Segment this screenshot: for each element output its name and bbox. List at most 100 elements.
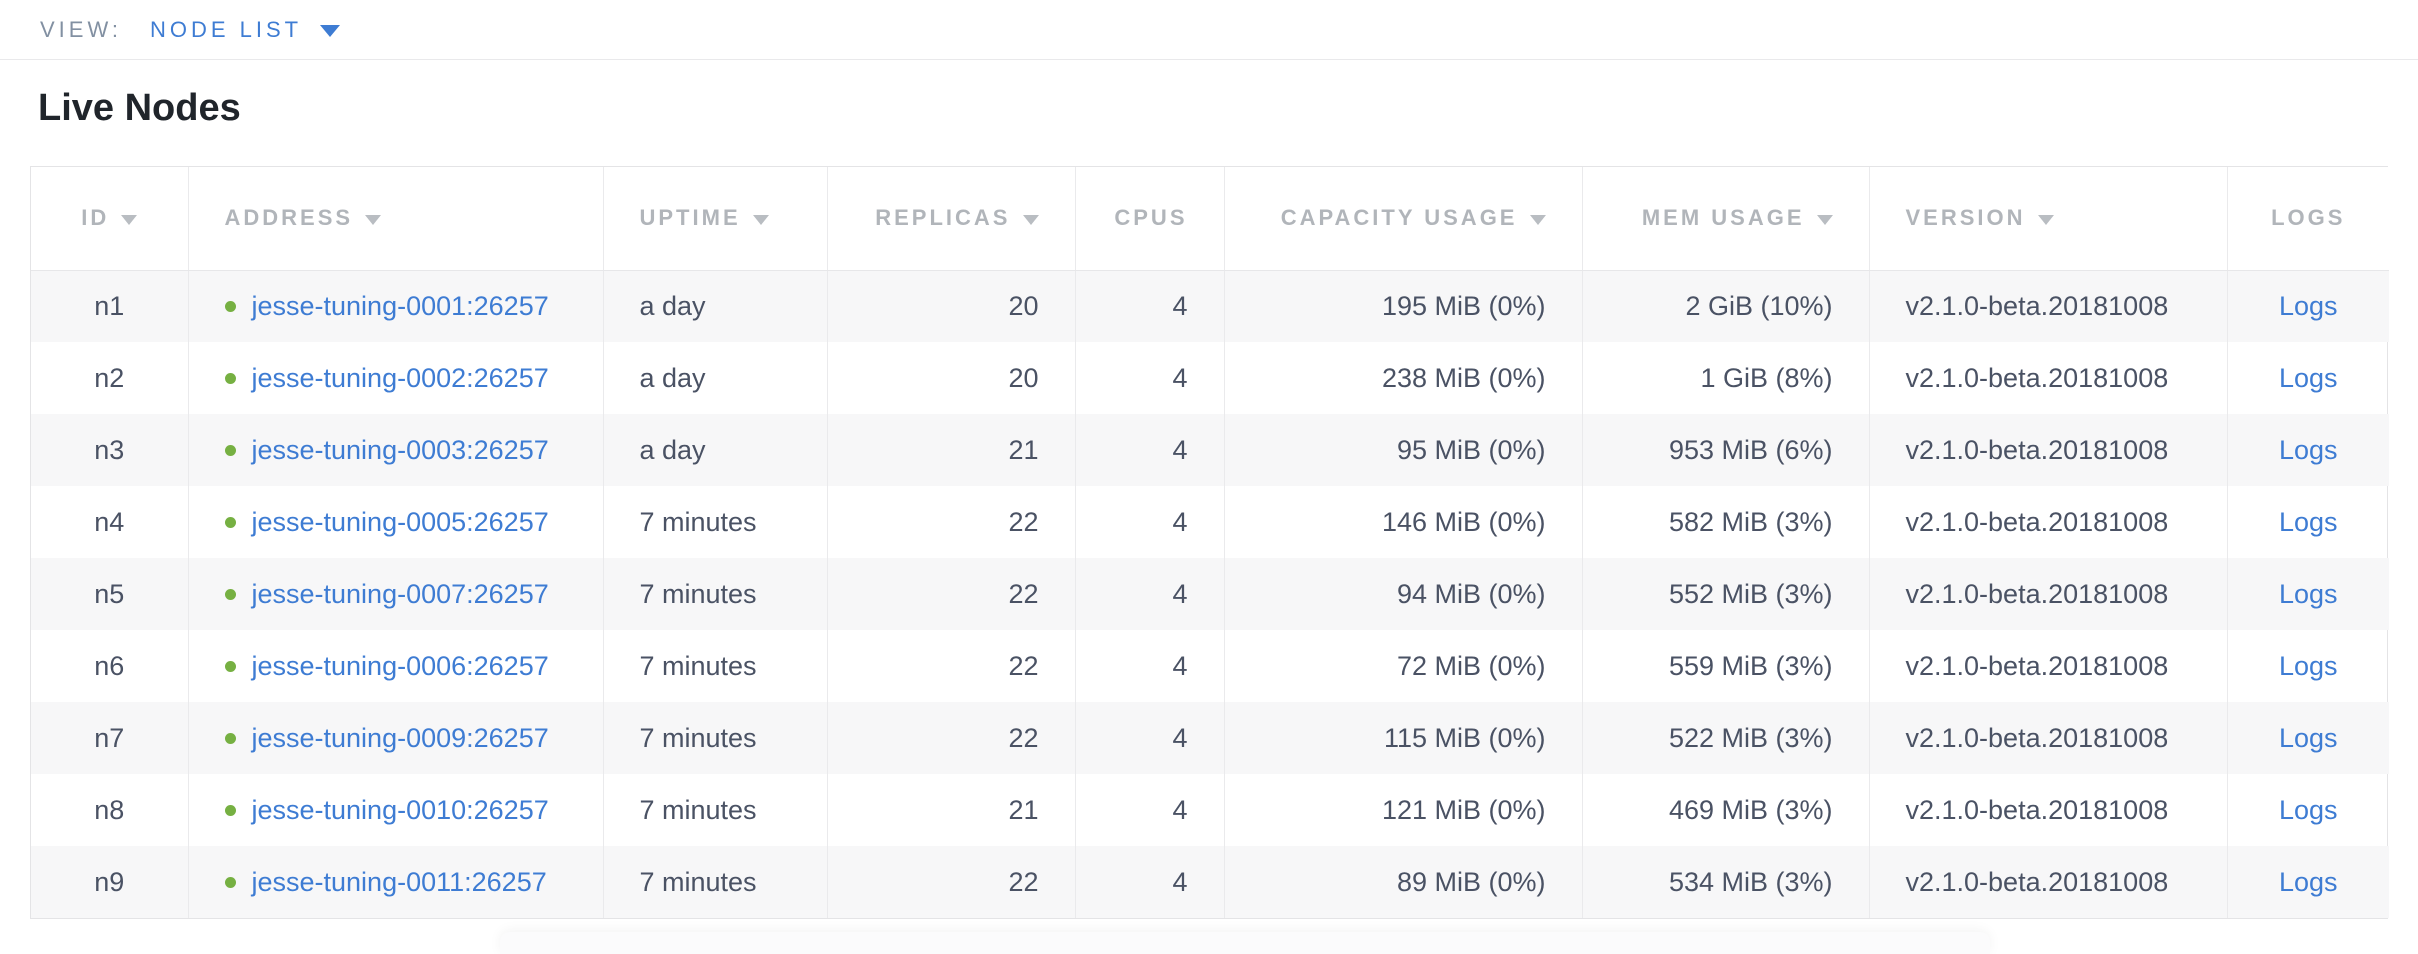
cpus-cell: 4 [1075, 846, 1225, 918]
table-body: n1 jesse-tuning-0001:26257 a day 20 4 195 MiB… [31, 270, 2389, 918]
version-cell: v2.1.0-beta.20181008 [1869, 774, 2228, 846]
logs-link[interactable]: Logs [2278, 722, 2338, 753]
node-row-n2: n2 jesse-tuning-0002:26257 a day 20 4 238 MiB… [31, 342, 2389, 414]
replicas-cell: 21 [827, 774, 1076, 846]
logs-link[interactable]: Logs [2278, 578, 2338, 609]
id-cell: n8 [31, 774, 189, 846]
column-header-cpus: CPUS [1075, 167, 1225, 271]
cpus-cell: 4 [1075, 486, 1225, 558]
node-address-link[interactable]: jesse-tuning-0009:26257 [251, 722, 549, 753]
id-cell: n9 [31, 846, 189, 918]
logs-link[interactable]: Logs [2278, 434, 2338, 465]
node-address-link[interactable]: jesse-tuning-0011:26257 [251, 866, 547, 897]
mem-cell: 534 MiB (3%) [1582, 846, 1870, 918]
sort-arrow-icon [1529, 215, 1546, 226]
version-cell: v2.1.0-beta.20181008 [1869, 630, 2228, 702]
live-nodes-table: ID ADDRESS UPTIME REPLICAS CPUS CAPACITY USAG… [30, 166, 2389, 919]
replicas-cell: 22 [827, 558, 1076, 630]
column-header-mem[interactable]: MEM USAGE [1582, 167, 1870, 271]
uptime-cell: 7 minutes [603, 486, 828, 558]
cpus-cell: 4 [1075, 342, 1225, 414]
node-row-n6: n6 jesse-tuning-0006:26257 7 minutes 22 4 72 … [31, 630, 2389, 702]
table-header: ID ADDRESS UPTIME REPLICAS CPUS CAPACITY USAG… [31, 167, 2389, 271]
node-address-cell: jesse-tuning-0006:26257 [188, 630, 604, 702]
logs-cell: Logs [2227, 558, 2389, 630]
node-address-link[interactable]: jesse-tuning-0003:26257 [251, 434, 549, 465]
column-header-logs: LOGS [2227, 167, 2389, 271]
node-row-n9: n9 jesse-tuning-0011:26257 7 minutes 22 4 89 … [31, 846, 2389, 918]
logs-link[interactable]: Logs [2278, 290, 2338, 321]
column-header-id[interactable]: ID [31, 167, 189, 271]
uptime-cell: 7 minutes [603, 558, 828, 630]
node-address-link[interactable]: jesse-tuning-0007:26257 [251, 578, 549, 609]
id-cell: n5 [31, 558, 189, 630]
node-row-n8: n8 jesse-tuning-0010:26257 7 minutes 21 4 121… [31, 774, 2389, 846]
sort-arrow-icon [2037, 215, 2054, 226]
logs-link[interactable]: Logs [2278, 866, 2338, 897]
node-address-link[interactable]: jesse-tuning-0010:26257 [251, 794, 549, 825]
node-address-link[interactable]: jesse-tuning-0002:26257 [251, 362, 549, 393]
column-header-version[interactable]: VERSION [1869, 167, 2228, 271]
node-status-live-dot-icon [224, 516, 236, 528]
column-header-label: ID [81, 205, 110, 231]
capacity-cell: 95 MiB (0%) [1224, 414, 1583, 486]
logs-link[interactable]: Logs [2278, 362, 2338, 393]
view-dropdown-value: NODE LIST [149, 16, 303, 42]
version-cell: v2.1.0-beta.20181008 [1869, 846, 2228, 918]
table-header-row: ID ADDRESS UPTIME REPLICAS CPUS CAPACITY USAG… [31, 167, 2389, 271]
node-row-n4: n4 jesse-tuning-0005:26257 7 minutes 22 4 146… [31, 486, 2389, 558]
capacity-cell: 89 MiB (0%) [1224, 846, 1583, 918]
column-header-label: REPLICAS [875, 205, 1011, 231]
page-title: Live Nodes [38, 87, 241, 129]
node-address-link[interactable]: jesse-tuning-0006:26257 [251, 650, 549, 681]
capacity-cell: 238 MiB (0%) [1224, 342, 1583, 414]
column-header-address[interactable]: ADDRESS [188, 167, 604, 271]
replicas-cell: 22 [827, 630, 1076, 702]
view-dropdown[interactable]: NODE LIST [149, 16, 341, 43]
column-header-label: CPUS [1114, 205, 1188, 231]
capacity-cell: 94 MiB (0%) [1224, 558, 1583, 630]
mem-cell: 559 MiB (3%) [1582, 630, 1870, 702]
logs-link[interactable]: Logs [2278, 506, 2338, 537]
logs-cell: Logs [2227, 414, 2389, 486]
node-address-cell: jesse-tuning-0003:26257 [188, 414, 604, 486]
node-row-n3: n3 jesse-tuning-0003:26257 a day 21 4 95 MiB … [31, 414, 2389, 486]
node-status-live-dot-icon [224, 372, 236, 384]
mem-cell: 1 GiB (8%) [1582, 342, 1870, 414]
replicas-cell: 22 [827, 846, 1076, 918]
column-header-capacity[interactable]: CAPACITY USAGE [1224, 167, 1583, 271]
replicas-cell: 21 [827, 414, 1076, 486]
cpus-cell: 4 [1075, 558, 1225, 630]
view-selector-bar: VIEW: NODE LIST [0, 0, 2418, 60]
logs-link[interactable]: Logs [2278, 794, 2338, 825]
column-header-label: ADDRESS [224, 205, 354, 231]
node-status-live-dot-icon [224, 588, 236, 600]
column-header-replicas[interactable]: REPLICAS [827, 167, 1076, 271]
replicas-cell: 22 [827, 486, 1076, 558]
mem-cell: 469 MiB (3%) [1582, 774, 1870, 846]
node-address-cell: jesse-tuning-0010:26257 [188, 774, 604, 846]
mem-cell: 522 MiB (3%) [1582, 702, 1870, 774]
sort-arrow-icon [1022, 215, 1039, 226]
id-cell: n2 [31, 342, 189, 414]
node-address-link[interactable]: jesse-tuning-0001:26257 [251, 290, 549, 321]
node-address-cell: jesse-tuning-0001:26257 [188, 270, 604, 342]
logs-link[interactable]: Logs [2278, 650, 2338, 681]
logs-cell: Logs [2227, 486, 2389, 558]
next-section-card-edge [500, 932, 1990, 954]
node-address-link[interactable]: jesse-tuning-0005:26257 [251, 506, 549, 537]
sort-arrow-icon [121, 215, 138, 226]
column-header-uptime[interactable]: UPTIME [603, 167, 828, 271]
sort-arrow-icon [365, 215, 382, 226]
sort-arrow-icon [1816, 215, 1833, 226]
id-cell: n7 [31, 702, 189, 774]
node-status-live-dot-icon [224, 732, 236, 744]
node-address: jesse-tuning-0011:26257 [224, 866, 567, 898]
capacity-cell: 146 MiB (0%) [1224, 486, 1583, 558]
cpus-cell: 4 [1075, 702, 1225, 774]
mem-cell: 953 MiB (6%) [1582, 414, 1870, 486]
replicas-cell: 22 [827, 702, 1076, 774]
cpus-cell: 4 [1075, 774, 1225, 846]
node-row-n1: n1 jesse-tuning-0001:26257 a day 20 4 195 MiB… [31, 270, 2389, 342]
column-header-label: CAPACITY USAGE [1280, 205, 1518, 231]
